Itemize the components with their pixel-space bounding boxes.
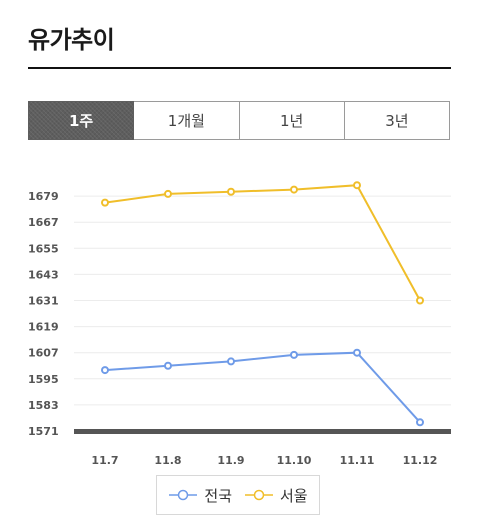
- data-point-seoul: [101, 198, 109, 207]
- y-tick-label: 1667: [28, 216, 59, 229]
- data-point-seoul: [416, 296, 424, 305]
- tab-1-week[interactable]: 1주: [28, 101, 135, 140]
- x-tick-label: 11.12: [403, 454, 438, 467]
- legend-label-national: 전국: [204, 486, 232, 505]
- data-point-seoul: [290, 185, 298, 194]
- series-line-national: [104, 351, 421, 423]
- data-point-seoul: [227, 187, 235, 196]
- y-tick-label: 1655: [28, 242, 59, 255]
- page-title: 유가추이: [28, 26, 115, 54]
- legend-item-seoul[interactable]: 서울: [244, 485, 308, 506]
- y-tick-label: 1631: [28, 295, 59, 308]
- y-tick-label: 1643: [28, 268, 59, 281]
- legend-marker-national-icon: [169, 489, 198, 501]
- x-tick-label: 11.8: [154, 454, 181, 467]
- x-tick-label: 11.7: [91, 454, 118, 467]
- period-tabs: 1주 1개월 1년 3년: [28, 101, 450, 140]
- y-tick-label: 1679: [28, 190, 59, 203]
- y-tick-label: 1595: [28, 373, 59, 386]
- data-point-seoul: [164, 189, 172, 198]
- legend-marker-seoul-icon: [245, 489, 273, 501]
- x-tick-label: 11.9: [217, 454, 244, 467]
- x-tick-label: 11.11: [340, 454, 375, 467]
- tab-1-year[interactable]: 1년: [239, 101, 345, 140]
- chart-legend: 전국 서울: [156, 475, 320, 515]
- x-axis-bar: [74, 429, 451, 434]
- data-point-seoul: [353, 181, 361, 190]
- legend-item-national[interactable]: 전국: [168, 485, 232, 506]
- data-point-national: [290, 350, 298, 359]
- data-point-national: [101, 366, 109, 375]
- x-tick-label: 11.10: [277, 454, 312, 467]
- series-line-seoul: [104, 184, 421, 301]
- tab-1-month[interactable]: 1개월: [134, 101, 240, 140]
- title-divider: [28, 67, 451, 69]
- y-tick-label: 1583: [28, 399, 59, 412]
- legend-label-seoul: 서울: [280, 486, 308, 505]
- y-tick-label: 1571: [28, 425, 59, 438]
- data-point-national: [353, 348, 361, 357]
- price-line-chart: 1571 1583 1595 1607 1619 1631 1643 1655 1667 1679…: [28, 181, 451, 467]
- y-tick-label: 1607: [28, 347, 59, 360]
- y-tick-label: 1619: [28, 321, 59, 334]
- data-point-national: [416, 418, 424, 427]
- tab-3-year[interactable]: 3년: [344, 101, 450, 140]
- data-point-national: [164, 361, 172, 370]
- data-point-national: [227, 357, 235, 366]
